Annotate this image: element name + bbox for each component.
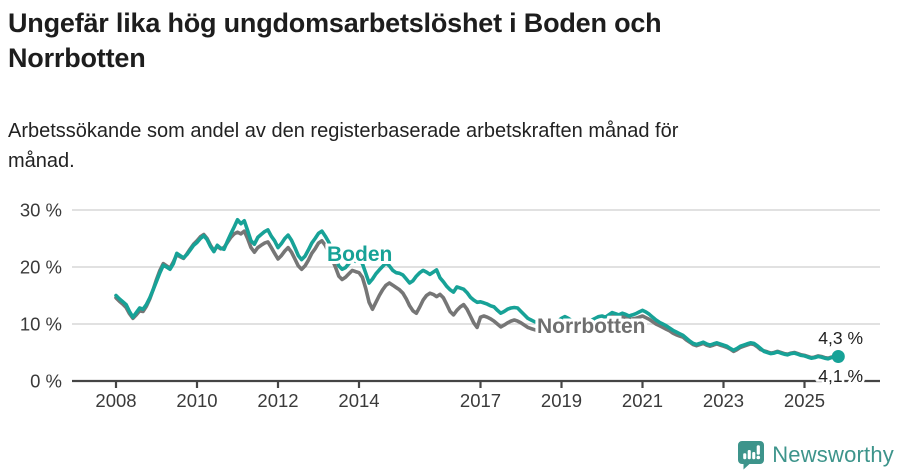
chart-header: Ungefär lika hög ungdomsarbetslöshet i B… bbox=[8, 6, 888, 176]
chart-subtitle: Arbetssökande som andel av den registerb… bbox=[8, 116, 888, 176]
end-value-label-boden: 4,3 % bbox=[818, 328, 863, 348]
subtitle-line-2: månad. bbox=[8, 150, 75, 172]
newsworthy-logo-icon bbox=[738, 441, 765, 470]
y-tick-label: 30 % bbox=[20, 200, 62, 221]
x-tick-label: 2019 bbox=[541, 390, 582, 411]
y-tick-label: 0 % bbox=[30, 371, 62, 392]
gridlines bbox=[72, 209, 880, 325]
title-line-2: Norrbotten bbox=[8, 43, 146, 73]
x-axis-labels: 2008 2010 2012 2014 2017 2019 2021 2023 2025 bbox=[95, 390, 825, 411]
page-title: Ungefär lika hög ungdomsarbetslöshet i B… bbox=[8, 6, 888, 76]
end-value-label-norrbotten: 4,1 % bbox=[818, 366, 863, 386]
exclamation-stem bbox=[756, 445, 761, 455]
y-axis-labels: 0 % 10 % 20 % 30 % bbox=[20, 200, 62, 392]
speech-bubble-shape bbox=[738, 441, 765, 470]
x-tick-label: 2008 bbox=[95, 390, 136, 411]
x-axis-ticks bbox=[114, 381, 806, 388]
newsworthy-brand-link[interactable]: Newsworthy bbox=[737, 440, 894, 470]
brand-wordmark: Newsworthy bbox=[772, 442, 894, 467]
series-label-norrbotten: Norrbotten bbox=[537, 315, 646, 338]
x-tick-label: 2023 bbox=[703, 390, 744, 411]
bar-1 bbox=[743, 453, 747, 460]
x-tick-label: 2010 bbox=[176, 390, 217, 411]
x-tick-label: 2025 bbox=[784, 390, 825, 411]
subtitle-line-1: Arbetssökande som andel av den registerb… bbox=[8, 120, 679, 142]
series-boden-line bbox=[114, 217, 841, 361]
x-tick-label: 2012 bbox=[257, 390, 298, 411]
y-tick-label: 20 % bbox=[20, 257, 62, 278]
series-label-boden: Boden bbox=[327, 243, 392, 266]
exclamation-dot bbox=[756, 455, 761, 460]
bar-3 bbox=[752, 452, 756, 460]
x-tick-label: 2017 bbox=[460, 390, 501, 411]
title-line-1: Ungefär lika hög ungdomsarbetslöshet i B… bbox=[8, 8, 662, 38]
boden-end-dot bbox=[831, 350, 845, 363]
x-tick-label: 2014 bbox=[338, 390, 379, 411]
x-tick-label: 2021 bbox=[622, 390, 663, 411]
y-tick-label: 10 % bbox=[20, 314, 62, 335]
bar-2 bbox=[747, 450, 751, 460]
